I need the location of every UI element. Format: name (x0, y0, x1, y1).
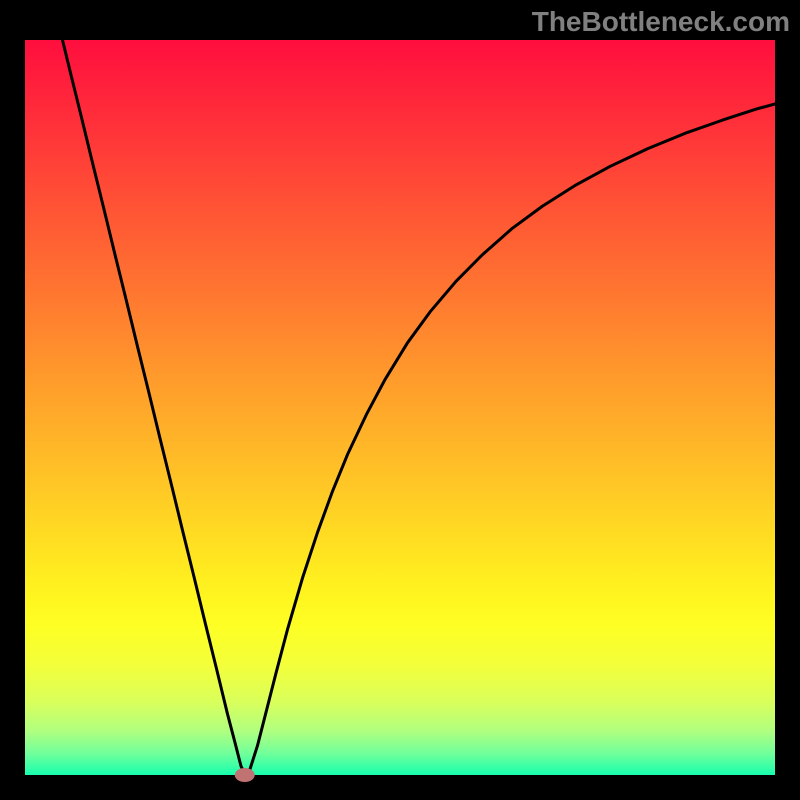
watermark-text: TheBottleneck.com (532, 6, 790, 38)
bottleneck-chart (0, 0, 800, 800)
chart-wrapper: TheBottleneck.com (0, 0, 800, 800)
optimum-marker (235, 768, 255, 782)
plot-background (25, 40, 775, 775)
